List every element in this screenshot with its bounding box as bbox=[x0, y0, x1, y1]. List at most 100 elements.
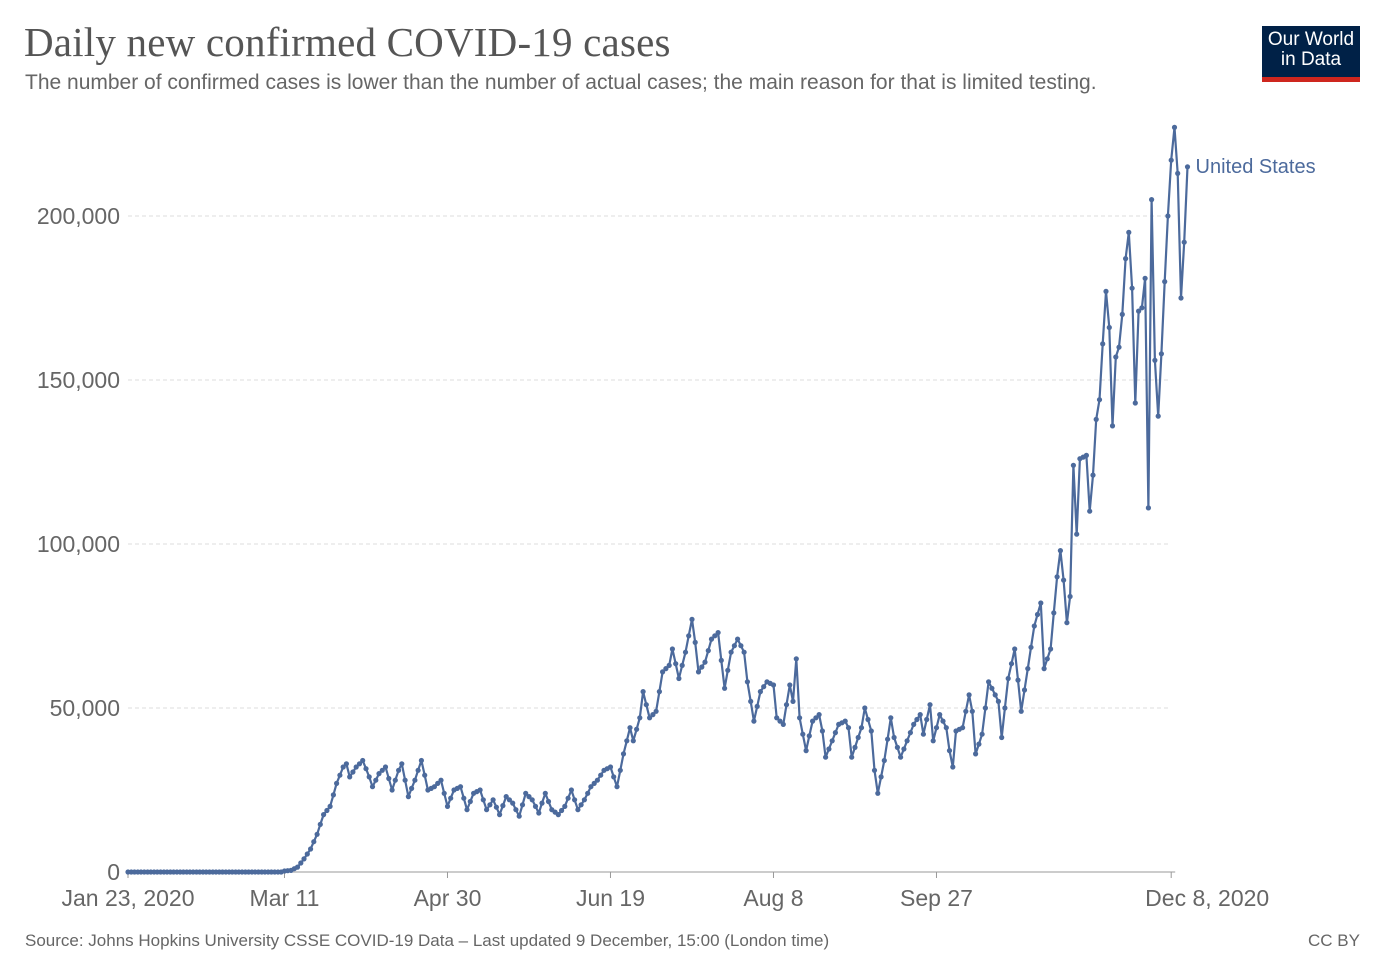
data-point bbox=[686, 633, 692, 639]
data-point bbox=[888, 715, 894, 721]
data-point bbox=[480, 797, 486, 803]
data-point bbox=[849, 754, 855, 760]
data-point bbox=[728, 649, 734, 655]
data-point bbox=[715, 630, 721, 636]
data-point bbox=[308, 846, 314, 852]
data-point bbox=[1074, 531, 1080, 537]
data-point bbox=[422, 772, 428, 778]
data-point bbox=[1012, 646, 1018, 652]
data-point bbox=[937, 712, 943, 718]
data-point bbox=[1149, 197, 1155, 203]
data-point bbox=[1067, 593, 1073, 600]
data-point bbox=[526, 794, 532, 800]
data-point bbox=[298, 860, 304, 866]
data-point bbox=[350, 769, 356, 775]
data-point bbox=[829, 738, 835, 744]
data-point bbox=[1034, 611, 1041, 618]
data-point bbox=[901, 746, 907, 752]
x-tick-label: Dec 8, 2020 bbox=[1145, 885, 1269, 911]
data-point bbox=[1181, 239, 1187, 245]
data-point bbox=[943, 725, 949, 731]
data-point bbox=[920, 731, 927, 737]
data-point bbox=[741, 649, 747, 655]
data-point bbox=[1132, 400, 1138, 406]
source-note[interactable]: Source: Johns Hopkins University CSSE CO… bbox=[25, 931, 830, 950]
data-point bbox=[914, 716, 920, 723]
y-tick-label: 0 bbox=[107, 859, 120, 885]
data-point bbox=[438, 777, 444, 783]
data-point bbox=[611, 774, 617, 780]
data-point bbox=[1093, 416, 1099, 422]
data-point bbox=[761, 684, 767, 690]
data-point bbox=[1175, 170, 1181, 176]
series-label: United States bbox=[1196, 156, 1316, 178]
data-point bbox=[379, 767, 385, 773]
logo-line-2: in Data bbox=[1280, 49, 1342, 70]
y-tick-label: 100,000 bbox=[37, 531, 120, 557]
data-point bbox=[594, 777, 601, 783]
data-point bbox=[924, 716, 930, 723]
data-point bbox=[810, 718, 816, 724]
data-point bbox=[1113, 354, 1119, 360]
data-point bbox=[738, 643, 744, 649]
data-point bbox=[1002, 705, 1008, 711]
grid-lines bbox=[128, 215, 1168, 709]
data-point bbox=[565, 795, 571, 801]
data-point bbox=[787, 682, 793, 688]
data-point bbox=[294, 864, 301, 870]
data-point bbox=[1087, 508, 1093, 514]
data-point bbox=[506, 797, 512, 803]
owid-logo[interactable]: Our World in Data bbox=[1262, 26, 1360, 82]
data-point bbox=[376, 771, 382, 777]
data-point bbox=[314, 831, 320, 837]
data-point bbox=[1126, 229, 1132, 235]
data-point bbox=[347, 774, 353, 780]
data-point bbox=[1152, 357, 1158, 363]
data-point bbox=[995, 698, 1002, 705]
data-point bbox=[725, 667, 731, 673]
x-tick-label: Jun 19 bbox=[576, 885, 645, 911]
data-point bbox=[979, 731, 985, 737]
data-point bbox=[1051, 610, 1057, 616]
data-point bbox=[568, 787, 575, 793]
data-point bbox=[634, 726, 640, 732]
data-point bbox=[617, 767, 623, 773]
data-point bbox=[490, 797, 496, 803]
data-point bbox=[754, 703, 760, 710]
data-point bbox=[907, 730, 914, 736]
data-point bbox=[536, 810, 542, 816]
y-tick-label: 50,000 bbox=[50, 695, 120, 721]
data-point bbox=[757, 689, 764, 695]
series-lines bbox=[128, 126, 1189, 874]
data-point bbox=[1165, 213, 1171, 219]
data-point bbox=[673, 661, 679, 667]
data-point bbox=[1038, 600, 1044, 606]
data-point bbox=[572, 797, 578, 803]
data-point bbox=[676, 675, 682, 682]
data-point bbox=[950, 764, 956, 770]
data-point bbox=[542, 790, 548, 796]
x-tick-label: Sep 27 bbox=[900, 885, 973, 911]
data-point bbox=[366, 774, 372, 780]
x-tick-label: Jan 23, 2020 bbox=[61, 885, 194, 911]
data-point bbox=[823, 754, 829, 760]
data-point bbox=[513, 807, 519, 813]
data-point bbox=[529, 797, 535, 803]
data-point bbox=[415, 767, 421, 773]
license-link[interactable]: CC BY bbox=[1308, 931, 1360, 950]
data-point bbox=[575, 807, 581, 813]
data-point bbox=[418, 757, 424, 764]
data-point bbox=[862, 705, 868, 711]
data-point bbox=[334, 780, 340, 787]
data-point bbox=[1106, 324, 1112, 331]
data-point bbox=[695, 669, 702, 675]
data-point bbox=[1145, 505, 1151, 511]
data-point bbox=[692, 639, 698, 646]
data-point bbox=[1044, 656, 1050, 662]
data-point bbox=[330, 792, 336, 798]
data-point bbox=[1054, 574, 1060, 580]
data-point bbox=[588, 784, 594, 790]
y-tick-label: 200,000 bbox=[37, 203, 120, 229]
data-point bbox=[392, 777, 398, 783]
